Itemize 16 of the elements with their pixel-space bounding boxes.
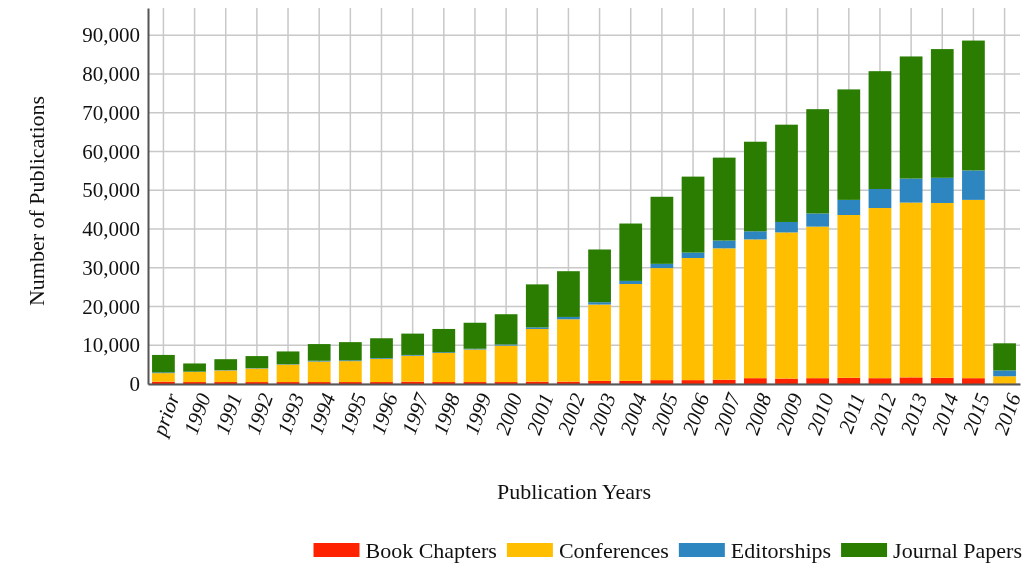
y-tick-label: 60,000 xyxy=(82,139,140,164)
y-axis-title: Number of Publications xyxy=(24,95,49,307)
y-tick-label: 10,000 xyxy=(82,333,140,358)
x-axis-title: Publication Years xyxy=(497,479,651,504)
y-tick-label: 80,000 xyxy=(82,62,140,87)
legend-label: Book Chapters xyxy=(365,538,497,563)
legend-label: Editorships xyxy=(730,538,832,563)
legend-label: Journal Papers xyxy=(893,538,1022,563)
y-tick-label: 20,000 xyxy=(82,294,140,319)
legend-label: Conferences xyxy=(558,538,669,563)
y-tick-label: 90,000 xyxy=(82,23,140,48)
y-tick-label: 40,000 xyxy=(82,217,140,242)
y-tick-label: 30,000 xyxy=(82,255,140,280)
y-tick-label: 70,000 xyxy=(82,100,140,125)
y-tick-label: 50,000 xyxy=(82,178,140,203)
y-tick-label: 0 xyxy=(129,372,140,397)
